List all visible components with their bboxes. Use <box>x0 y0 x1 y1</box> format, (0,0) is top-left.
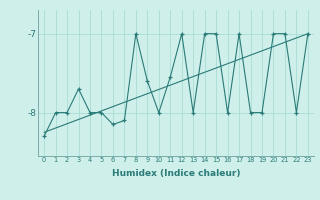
X-axis label: Humidex (Indice chaleur): Humidex (Indice chaleur) <box>112 169 240 178</box>
